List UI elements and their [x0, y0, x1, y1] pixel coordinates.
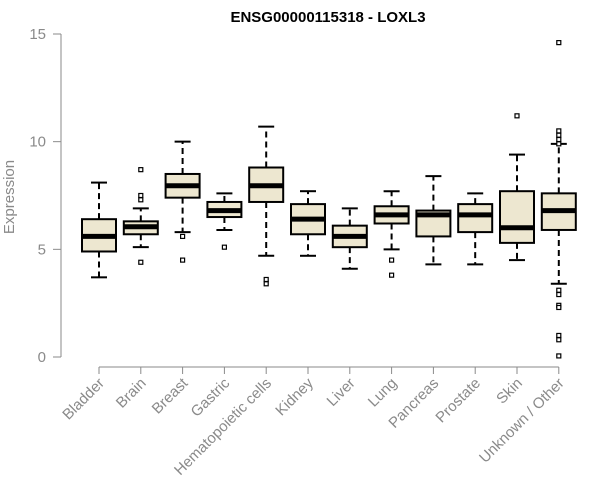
- x-tick-label: Brain: [113, 375, 150, 412]
- x-tick-label: Liver: [324, 375, 359, 410]
- iqr-box: [499, 190, 535, 244]
- outlier-point: [556, 332, 562, 339]
- outlier-point: [556, 353, 562, 359]
- outlier-point: [138, 192, 144, 199]
- outlier-point: [138, 167, 144, 173]
- x-tick-label: Prostate: [432, 375, 484, 427]
- box-kidney: [290, 190, 326, 257]
- outlier-point: [389, 257, 395, 263]
- outlier-point: [556, 136, 562, 143]
- y-tick-label: 0: [38, 349, 46, 366]
- outlier-point: [556, 141, 562, 147]
- box-liver: [331, 207, 368, 270]
- outlier-point: [138, 197, 144, 203]
- box-skin: [499, 113, 535, 262]
- box-brain: [122, 167, 159, 265]
- x-tick-label: Breast: [149, 374, 192, 417]
- outlier-point: [263, 281, 269, 287]
- outlier-point: [556, 40, 562, 46]
- y-axis-label: Expression: [1, 160, 18, 234]
- y-tick-label: 15: [29, 26, 46, 43]
- x-tick-label: Skin: [493, 375, 526, 408]
- outlier-point: [221, 244, 227, 250]
- box-lung: [373, 190, 410, 278]
- x-tick-label: Kidney: [272, 374, 317, 419]
- box-breast: [164, 140, 201, 263]
- box-unknown-other: [540, 40, 577, 359]
- outlier-point: [556, 304, 562, 311]
- x-tick-label: Lung: [365, 375, 401, 411]
- box-prostate: [457, 192, 494, 266]
- outlier-point: [556, 291, 562, 298]
- outlier-point: [514, 113, 520, 119]
- y-tick-label: 10: [29, 134, 46, 151]
- y-axis: 0 5 10 15: [29, 26, 62, 366]
- boxes-group: [81, 40, 577, 359]
- box-pancreas: [415, 175, 452, 266]
- box-gastric: [206, 192, 243, 250]
- outlier-point: [180, 257, 186, 263]
- x-tick-label: Bladder: [59, 375, 108, 424]
- outlier-point: [556, 128, 562, 134]
- outlier-point: [138, 259, 144, 265]
- outlier-point: [556, 132, 562, 138]
- box-hematopoietic-cells: [248, 125, 285, 287]
- outlier-point: [180, 233, 186, 240]
- outlier-point: [556, 337, 562, 343]
- outlier-point: [263, 276, 269, 283]
- outlier-point: [389, 272, 395, 278]
- y-tick-label: 5: [38, 241, 46, 258]
- outlier-point: [556, 287, 562, 293]
- box-bladder: [81, 181, 117, 279]
- iqr-box: [457, 203, 494, 234]
- chart-title: ENSG00000115318 - LOXL3: [230, 9, 425, 26]
